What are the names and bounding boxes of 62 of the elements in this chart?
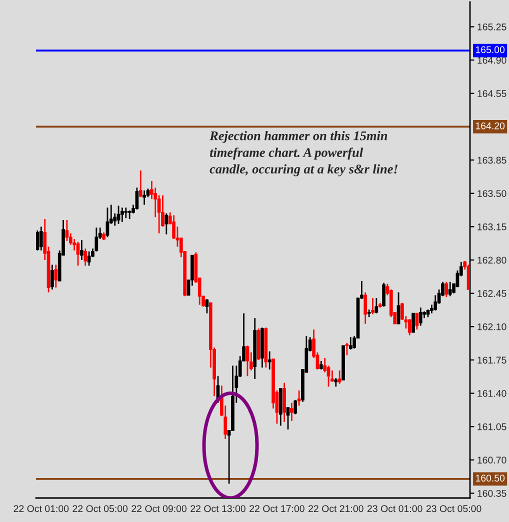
candlestick (348, 336, 352, 350)
x-tick-label: 22 Oct 21:00 (308, 505, 364, 512)
candlestick (268, 350, 272, 370)
candlestick (36, 230, 40, 252)
y-tick-label: 163.85 (478, 156, 506, 164)
x-tick-label: 22 Oct 01:00 (14, 505, 69, 512)
x-tick-label: 22 Oct 09:00 (132, 505, 187, 512)
candlestick (138, 170, 142, 198)
candlestick (80, 239, 84, 261)
y-tick-label: 164.90 (478, 56, 506, 64)
candlestick (116, 205, 120, 225)
candlestick (142, 190, 146, 206)
candlestick (65, 219, 69, 242)
candlestick (39, 226, 43, 252)
candlestick (374, 297, 378, 314)
candlestick (50, 264, 54, 290)
candlestick (87, 250, 91, 266)
candlestick (338, 370, 342, 384)
candlestick (418, 306, 422, 326)
x-tick-label: 22 Oct 13:00 (190, 505, 246, 512)
candlestick (54, 264, 58, 288)
candlestick (290, 402, 294, 422)
candlestick (120, 206, 124, 223)
candlestick (286, 406, 290, 430)
y-tick-label: 162.80 (478, 256, 506, 264)
y-tick-label: 160.70 (478, 456, 506, 464)
y-tick-label: 163.15 (478, 223, 506, 230)
ref-line-label: 165.00 (476, 46, 505, 54)
ref-line-label: 164.20 (476, 122, 505, 130)
candlestick (106, 206, 110, 238)
x-tick-label: 23 Oct 01:00 (368, 505, 422, 512)
candlestick (84, 248, 88, 266)
candlestick (408, 318, 412, 336)
y-tick-label: 160.35 (478, 490, 506, 497)
candlestick (135, 186, 139, 210)
annotation: Rejection hammer on this 15min timeframe chart. A powerful candle, occuring at a key s&r line! (210, 130, 398, 176)
y-tick-label: 162.10 (478, 323, 506, 330)
candlestick (448, 281, 452, 297)
y-tick-label: 161.75 (478, 356, 506, 364)
candlestick (364, 292, 368, 324)
y-tick-label: 164.55 (478, 90, 506, 98)
x-tick-label: 23 Oct 05:00 (426, 505, 482, 512)
y-tick-label: 161.05 (478, 423, 506, 430)
candlestick (297, 390, 301, 406)
candlestick (294, 399, 298, 415)
candlestick (412, 312, 415, 333)
y-tick-label: 163.50 (478, 190, 506, 197)
y-tick-label: 162.45 (478, 290, 506, 297)
y-tick-label: 161.40 (478, 390, 506, 397)
x-tick-label: 22 Oct 17:00 (250, 505, 304, 512)
candlestick (466, 264, 470, 290)
candlestick (124, 206, 128, 219)
candlestick (371, 297, 374, 315)
ref-line-label: 160.50 (476, 474, 505, 482)
candlestick (246, 344, 250, 377)
candlestick (415, 312, 419, 330)
candlestick (330, 370, 334, 383)
candlestick (205, 298, 209, 314)
x-tick-label: 22 Oct 05:00 (72, 505, 128, 512)
y-tick-label: 165.25 (478, 23, 506, 30)
candlestick (382, 282, 386, 308)
candlestick (282, 382, 286, 423)
